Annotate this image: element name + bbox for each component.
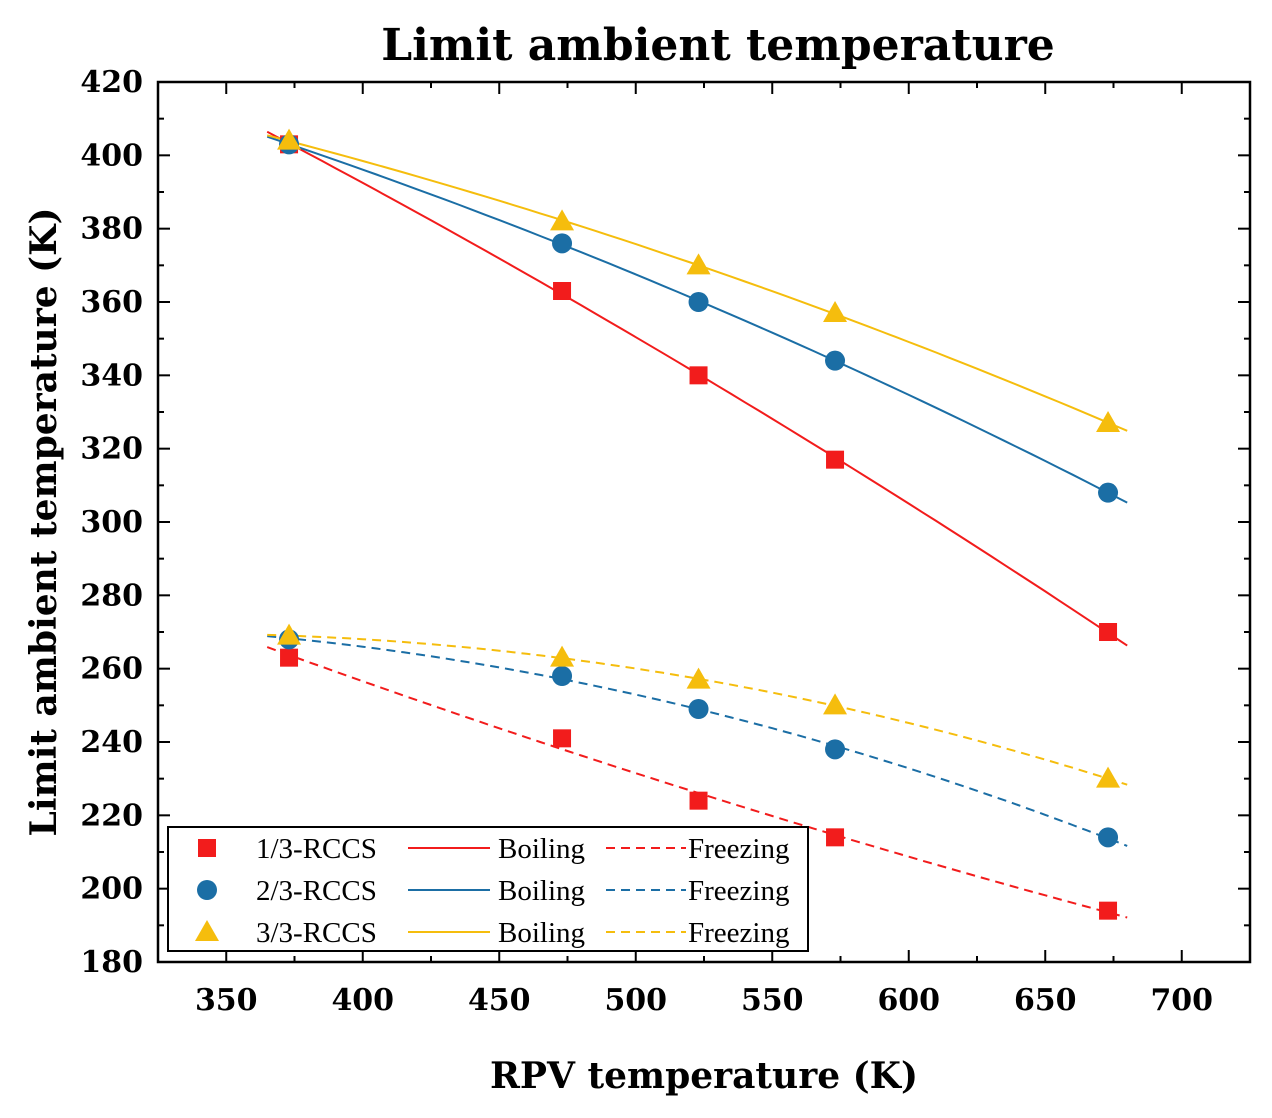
1-3-rccs-boiling-fit-line (266, 130, 1128, 647)
chart-title: Limit ambient temperature (381, 20, 1055, 71)
x-tick-label: 600 (877, 983, 940, 1018)
legend-label-freezing: Freezing (688, 875, 789, 907)
legend-label-boiling: Boiling (498, 833, 585, 865)
2-3-rccs-freezing-point (688, 699, 709, 719)
3-3-rccs-boiling-point (277, 128, 302, 150)
1-3-rccs-boiling-point (689, 366, 708, 385)
2-3-rccs-boiling-point (688, 292, 709, 312)
2-3-rccs-freezing-fit-line (267, 635, 1128, 847)
y-tick-label: 220 (80, 798, 143, 833)
y-tick-label: 400 (80, 138, 143, 173)
x-tick-label: 550 (741, 983, 804, 1018)
3-3-rccs-boiling-point (550, 209, 575, 231)
2-3-rccs-boiling-point (552, 233, 573, 254)
2-3-rccs-freezing-point (1098, 827, 1119, 848)
legend-marker-2-3-rccs (197, 880, 217, 900)
legend-label-boiling: Boiling (498, 917, 585, 949)
1-3-rccs-freezing-point (826, 828, 845, 847)
3-3-rccs-boiling-point (823, 301, 848, 322)
y-tick-label: 360 (80, 285, 143, 320)
3-3-rccs-freezing-point (550, 645, 575, 667)
1-3-rccs-freezing-point (553, 729, 572, 748)
x-tick-label: 450 (468, 983, 531, 1018)
x-axis-label: RPV temperature (K) (490, 1055, 918, 1097)
3-3-rccs-boiling-fit-line (266, 134, 1128, 432)
tick-labels: 350 400 450 500 550 600 650 700 180 200 220 240 260 2… (80, 65, 1213, 1018)
3-3-rccs-boiling-point (1096, 411, 1121, 432)
legend-label-boiling: Boiling (498, 875, 585, 907)
x-tick-label: 650 (1014, 983, 1077, 1018)
legend: 1/3-RCCS Boiling Freezing 2/3-RCCS Boiling Fr… (167, 826, 809, 952)
x-tick-label: 700 (1150, 983, 1213, 1018)
legend-label-freezing: Freezing (688, 917, 789, 949)
2-3-rccs-boiling-point (1098, 482, 1119, 503)
3-3-rccs-freezing-point (277, 623, 302, 645)
y-tick-label: 280 (80, 578, 143, 613)
1-3-rccs-boiling-point (553, 282, 572, 300)
3-3-rccs-freezing-point (1096, 766, 1121, 788)
y-tick-label: 320 (80, 432, 143, 467)
2-3-rccs-boiling-fit-line (266, 135, 1128, 504)
3-3-rccs-freezing-fit-line (267, 633, 1128, 786)
y-tick-label: 260 (80, 652, 143, 687)
y-axis-label: Limit ambient temperature (K) (23, 208, 65, 837)
1-3-rccs-freezing-point (689, 791, 708, 810)
y-tick-label: 420 (80, 65, 143, 100)
3-3-rccs-boiling-point (686, 253, 711, 275)
y-tick-label: 380 (80, 212, 143, 247)
3-3-rccs-freezing-point (823, 693, 848, 715)
3-3-rccs-freezing-point (686, 667, 711, 689)
y-tick-label: 180 (80, 945, 143, 980)
1-3-rccs-freezing-point (280, 648, 299, 667)
2-3-rccs-freezing-point (552, 666, 573, 686)
legend-label-2-3-rccs: 2/3-RCCS (256, 875, 377, 907)
legend-label-3-3-rccs: 3/3-RCCS (256, 917, 377, 949)
legend-marker-3-3-rccs (195, 920, 219, 941)
1-3-rccs-freezing-point (1099, 901, 1118, 920)
2-3-rccs-boiling-point (825, 350, 846, 371)
x-tick-label: 500 (604, 983, 667, 1018)
data-markers (277, 128, 1121, 920)
plot-frame (156, 80, 1252, 964)
y-tick-label: 300 (80, 505, 143, 540)
x-tick-label: 350 (195, 983, 258, 1018)
1-3-rccs-boiling-point (1099, 623, 1118, 641)
y-tick-label: 200 (80, 872, 143, 907)
y-tick-label: 340 (80, 358, 143, 393)
legend-marker-1-3-rccs (198, 839, 216, 857)
y-tick-label: 240 (80, 725, 143, 760)
x-tick-label: 400 (331, 983, 394, 1018)
legend-label-freezing: Freezing (688, 833, 789, 865)
2-3-rccs-freezing-point (825, 739, 846, 760)
legend-label-1-3-rccs: 1/3-RCCS (256, 833, 377, 865)
1-3-rccs-boiling-point (826, 450, 845, 469)
